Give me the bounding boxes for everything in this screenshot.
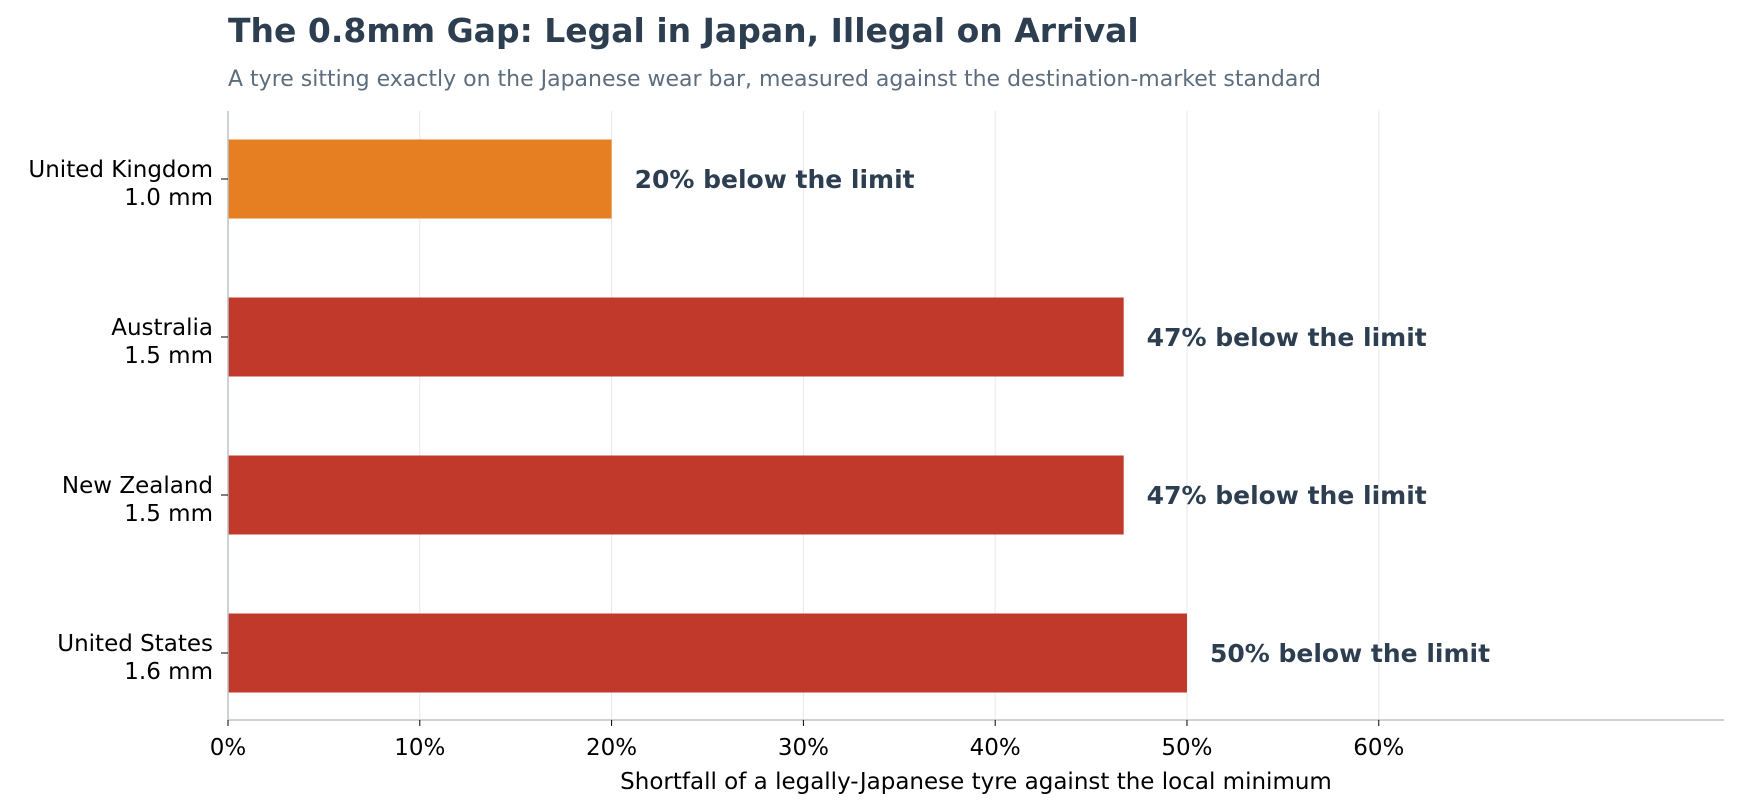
- y-tick-label: 1.0 mm: [124, 185, 213, 211]
- chart-title: The 0.8mm Gap: Legal in Japan, Illegal o…: [228, 11, 1139, 50]
- x-axis: 0% 10% 20% 30% 40% 50% 60%: [210, 719, 1724, 761]
- y-tick-label: New Zealand: [62, 473, 213, 499]
- bar: [228, 297, 1124, 377]
- y-tick-label: 1.5 mm: [124, 501, 213, 527]
- x-tick-label: 0%: [210, 735, 247, 761]
- data-labels: 20% below the limit 47% below the limit 47…: [635, 165, 1490, 668]
- y-tick-label: 1.5 mm: [124, 343, 213, 369]
- bars: [228, 139, 1187, 693]
- x-tick-label: 50%: [1161, 735, 1212, 761]
- data-label: 20% below the limit: [635, 165, 915, 194]
- data-label: 50% below the limit: [1210, 639, 1490, 668]
- data-label: 47% below the limit: [1147, 323, 1427, 352]
- x-tick-label: 20%: [586, 735, 637, 761]
- x-axis-label: Shortfall of a legally-Japanese tyre aga…: [620, 769, 1332, 795]
- y-tick-label: Australia: [111, 315, 213, 341]
- y-tick-label: United Kingdom: [28, 157, 213, 183]
- x-tick-label: 40%: [970, 735, 1021, 761]
- x-tick-label: 30%: [778, 735, 829, 761]
- x-tick-label: 60%: [1353, 735, 1404, 761]
- chart-subtitle: A tyre sitting exactly on the Japanese w…: [228, 67, 1321, 92]
- y-tick-label: United States: [57, 631, 213, 657]
- data-label: 47% below the limit: [1147, 481, 1427, 510]
- bar: [228, 139, 612, 219]
- x-tick-label: 10%: [394, 735, 445, 761]
- bar: [228, 613, 1187, 693]
- bar: [228, 455, 1124, 535]
- y-tick-label: 1.6 mm: [124, 659, 213, 685]
